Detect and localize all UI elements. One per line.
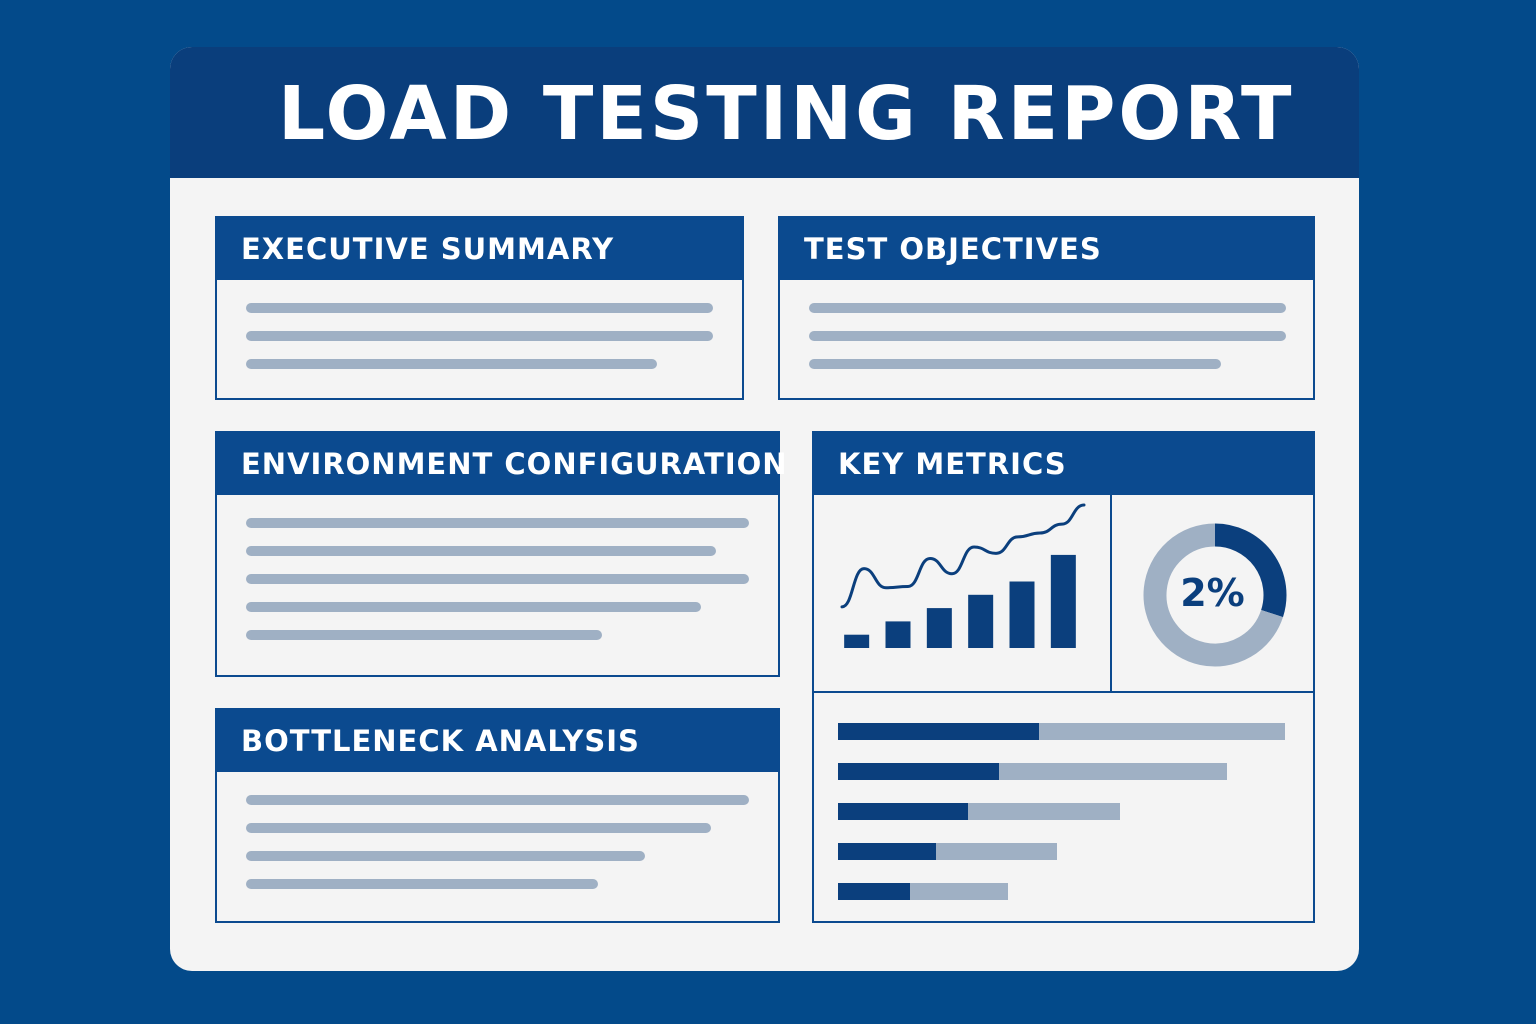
trend-bar bbox=[968, 594, 994, 648]
key-metrics-title: KEY METRICS bbox=[838, 447, 1067, 481]
test-objectives-panel: TEST OBJECTIVES bbox=[778, 216, 1315, 400]
trend-bar bbox=[885, 621, 911, 648]
text-placeholder-line bbox=[809, 359, 1221, 369]
bottleneck-analysis-header: BOTTLENECK ANALYSIS bbox=[215, 708, 780, 772]
executive-summary-header: EXECUTIVE SUMMARY bbox=[215, 216, 744, 280]
key-metrics-header: KEY METRICS bbox=[812, 431, 1315, 495]
text-placeholder-line bbox=[809, 331, 1286, 341]
text-placeholder-line bbox=[246, 823, 711, 833]
hbar-fill bbox=[838, 803, 968, 820]
text-placeholder-line bbox=[246, 303, 713, 313]
executive-summary-title: EXECUTIVE SUMMARY bbox=[241, 232, 615, 266]
hbar-fill bbox=[838, 843, 937, 860]
environment-configuration-panel: ENVIRONMENT CONFIGURATION bbox=[215, 431, 787, 677]
donut-center-label: 2% bbox=[1180, 571, 1245, 615]
trend-chart bbox=[840, 503, 1086, 648]
executive-summary-panel: EXECUTIVE SUMMARY bbox=[215, 216, 744, 400]
text-placeholder-line bbox=[246, 546, 716, 556]
bottleneck-analysis-panel: BOTTLENECK ANALYSIS bbox=[215, 708, 780, 923]
hbar-track bbox=[838, 763, 1227, 780]
text-placeholder-line bbox=[246, 851, 645, 861]
trend-line bbox=[840, 503, 1086, 609]
hbar-track bbox=[838, 883, 1008, 900]
text-placeholder-line bbox=[246, 602, 701, 612]
trend-bar bbox=[926, 608, 952, 648]
donut-chart bbox=[1143, 523, 1287, 667]
metrics-divider-horizontal bbox=[814, 691, 1313, 693]
trend-bar bbox=[844, 634, 870, 648]
text-placeholder-line bbox=[246, 879, 598, 889]
text-placeholder-line bbox=[246, 574, 749, 584]
text-placeholder-line bbox=[246, 518, 749, 528]
metrics-divider-vertical bbox=[1110, 495, 1112, 693]
donut-slice bbox=[1143, 523, 1283, 667]
text-placeholder-line bbox=[246, 630, 602, 640]
text-placeholder-line bbox=[246, 795, 749, 805]
hbar-track bbox=[838, 723, 1285, 740]
hbar-fill bbox=[838, 763, 999, 780]
donut-slice bbox=[1214, 523, 1287, 618]
environment-configuration-title: ENVIRONMENT CONFIGURATION bbox=[241, 447, 788, 481]
key-metrics-panel: KEY METRICS 2% bbox=[812, 431, 1315, 923]
report-title: LOAD TESTING REPORT bbox=[278, 71, 1295, 157]
hbar-track bbox=[838, 843, 1058, 860]
trend-bar bbox=[1009, 581, 1035, 648]
hbar-track bbox=[838, 803, 1120, 820]
bottleneck-analysis-title: BOTTLENECK ANALYSIS bbox=[241, 724, 640, 758]
test-objectives-title: TEST OBJECTIVES bbox=[804, 232, 1102, 266]
report-card: LOAD TESTING REPORT EXECUTIVE SUMMARY TE… bbox=[170, 47, 1359, 971]
text-placeholder-line bbox=[246, 359, 657, 369]
trend-bar bbox=[1050, 554, 1076, 648]
hbar-fill bbox=[838, 723, 1040, 740]
report-banner: LOAD TESTING REPORT bbox=[170, 47, 1359, 178]
text-placeholder-line bbox=[809, 303, 1286, 313]
text-placeholder-line bbox=[246, 331, 713, 341]
environment-configuration-header: ENVIRONMENT CONFIGURATION bbox=[215, 431, 787, 495]
test-objectives-header: TEST OBJECTIVES bbox=[778, 216, 1315, 280]
hbar-fill bbox=[838, 883, 910, 900]
